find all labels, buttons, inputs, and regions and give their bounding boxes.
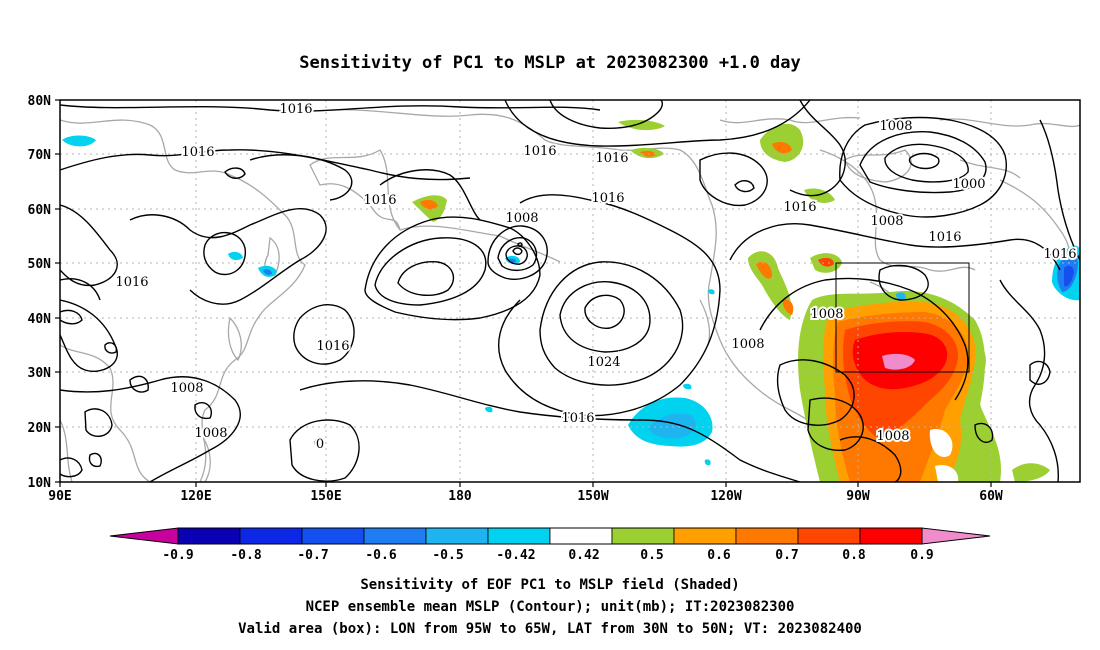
contour-label: 1016 [1043,247,1076,262]
contour-label: 1016 [279,102,312,117]
contour-label: 1000 [952,177,985,192]
colorbar-segment [239,527,303,545]
lat-label: 70N [28,148,52,163]
colorbar-segment [363,527,427,545]
contour-label: 1016 [595,151,628,166]
colorbar-segment [301,527,365,545]
colorbar-end-high [921,527,991,545]
colorbar-segment [797,527,861,545]
lat-label: 30N [28,366,52,381]
longitude-labels: 90E 120E 150E 180 150W 120W 90W 60W [48,489,1003,504]
caption-contour: NCEP ensemble mean MSLP (Contour); unit(… [306,599,795,615]
lat-label: 20N [28,421,52,436]
colorbar-label: 0.8 [842,548,866,563]
lon-label: 90W [846,489,870,504]
contour-label: 1008 [870,214,903,229]
colorbar-segment [611,527,675,545]
colorbar-segment [425,527,489,545]
lon-label: 180 [448,489,472,504]
colorbar: -0.9 -0.8 -0.7 -0.6 -0.5 -0.42 0.42 0.5 … [109,527,991,563]
colorbar-label: 0.9 [910,548,933,563]
contour-label: 1016 [561,411,594,426]
figure-title: Sensitivity of PC1 to MSLP at 2023082300… [299,53,801,73]
latitude-labels: 80N 70N 60N 50N 40N 30N 20N 10N [28,94,52,491]
contour-label: 0 [316,437,324,452]
contour-label: 1008 [876,429,909,444]
colorbar-segment [859,527,923,545]
caption-shading: Sensitivity of EOF PC1 to MSLP field (Sh… [360,577,739,593]
colorbar-outline [177,527,923,545]
colorbar-end-low [109,527,179,545]
contour-label: 1016 [928,230,961,245]
lat-label: 80N [28,94,52,109]
colorbar-label: -0.5 [432,548,463,563]
contour-label: 1016 [783,200,816,215]
caption-valid-area: Valid area (box): LON from 95W to 65W, L… [238,621,862,637]
lat-label: 50N [28,257,52,272]
valid-area-box [835,262,970,373]
colorbar-segment [735,527,799,545]
lat-label: 60N [28,203,52,218]
mslp-contours [60,100,1080,482]
contour-label: 1008 [170,381,203,396]
axis-ticks [55,99,992,487]
lon-label: 120W [710,489,741,504]
colorbar-label: -0.6 [365,548,396,563]
lon-label: 90E [48,489,71,504]
colorbar-label: 0.5 [640,548,663,563]
contour-label: 1016 [181,145,214,160]
colorbar-label: 0.42 [568,548,599,563]
contour-label: 1024 [587,355,620,370]
lon-label: 150E [310,489,341,504]
lon-label: 120E [180,489,211,504]
contour-label: 1008 [810,307,843,322]
colorbar-label: 0.7 [775,548,798,563]
colorbar-segment [673,527,737,545]
colorbar-label: -0.8 [230,548,261,563]
colorbar-label: -0.7 [297,548,328,563]
negative-sensitivity-shading [62,135,1080,466]
colorbar-label: 0.6 [707,548,731,563]
lat-label: 40N [28,312,52,327]
lon-label: 150W [577,489,608,504]
contour-label: 1016 [316,339,349,354]
contour-label: 1016 [523,144,556,159]
contour-label: 1016 [115,275,148,290]
colorbar-segment [549,527,613,545]
contour-label: 1016 [591,191,624,206]
contour-label: 1016 [363,193,396,208]
lon-label: 60W [979,489,1003,504]
colorbar-label: -0.42 [496,548,535,563]
contour-label: 1008 [731,337,764,352]
contour-label: 1008 [879,119,912,134]
contour-label: 1008 [194,426,227,441]
colorbar-segment [177,527,241,545]
colorbar-label: -0.9 [162,548,193,563]
colorbar-segments [109,527,991,545]
contour-label: 1008 [505,211,538,226]
lat-label: 10N [28,476,52,491]
plot-frame [59,99,1081,483]
colorbar-labels: -0.9 -0.8 -0.7 -0.6 -0.5 -0.42 0.42 0.5 … [162,548,933,563]
positive-sensitivity-shading [412,119,1050,482]
colorbar-segment [487,527,551,545]
